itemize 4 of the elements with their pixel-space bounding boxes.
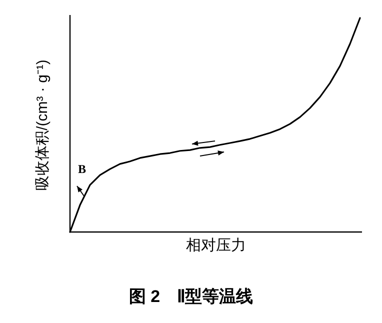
y-axis-title: 吸收体积/(cm³ · g⁻¹) [34, 60, 51, 190]
x-axis-title: 相对压力 [186, 237, 246, 254]
text: 图 2 Ⅱ型等温线 [128, 287, 254, 306]
annotation: B [78, 162, 86, 176]
